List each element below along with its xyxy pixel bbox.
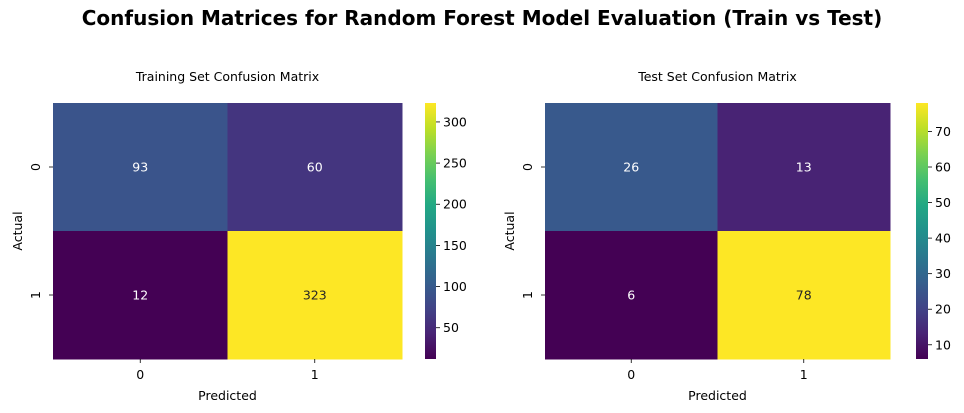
colorbar-tick-label: 20 bbox=[935, 302, 951, 317]
y-tick-label: 1 bbox=[28, 291, 43, 299]
colorbar-tick-label: 70 bbox=[935, 124, 951, 139]
x-axis-label: Predicted bbox=[198, 388, 257, 403]
panel-title: Test Set Confusion Matrix bbox=[637, 69, 797, 84]
heatmap-cell bbox=[717, 103, 891, 232]
y-tick-label: 1 bbox=[520, 291, 535, 299]
heatmap-cell bbox=[53, 103, 228, 232]
y-axis-label: Actual bbox=[502, 211, 517, 250]
colorbar-tick-label: 30 bbox=[935, 266, 951, 281]
x-tick-label: 1 bbox=[311, 367, 319, 382]
colorbar-tick-label: 200 bbox=[443, 197, 467, 212]
cell-value-label: 6 bbox=[627, 288, 635, 303]
heatmap-cell bbox=[227, 103, 403, 232]
cell-value-label: 60 bbox=[307, 160, 323, 175]
colorbar-tick-label: 10 bbox=[935, 337, 951, 352]
cell-value-label: 78 bbox=[796, 288, 812, 303]
x-tick-label: 1 bbox=[800, 367, 808, 382]
colorbar-tick-label: 50 bbox=[443, 320, 459, 335]
colorbar-tick-label: 40 bbox=[935, 231, 951, 246]
heatmap-panel-train: Training Set Confusion Matrix 93 60 12 323 0 1… bbox=[10, 69, 467, 403]
panel-title: Training Set Confusion Matrix bbox=[135, 69, 319, 84]
cell-value-label: 93 bbox=[132, 160, 148, 175]
y-tick-label: 0 bbox=[520, 163, 535, 171]
cell-value-label: 323 bbox=[303, 288, 327, 303]
x-tick-label: 0 bbox=[136, 367, 144, 382]
heatmap-cell bbox=[53, 231, 228, 360]
heatmap-cell bbox=[717, 231, 891, 360]
colorbar-tick-label: 50 bbox=[935, 195, 951, 210]
colorbar-tick-label: 60 bbox=[935, 160, 951, 175]
cell-value-label: 26 bbox=[623, 160, 639, 175]
cell-value-label: 13 bbox=[796, 160, 812, 175]
colorbar-tick-label: 100 bbox=[443, 279, 467, 294]
colorbar bbox=[916, 103, 928, 359]
colorbar-tick-label: 150 bbox=[443, 238, 467, 253]
x-axis-label: Predicted bbox=[688, 388, 747, 403]
heatmap-cell bbox=[545, 103, 718, 232]
y-tick-label: 0 bbox=[28, 163, 43, 171]
x-tick-label: 0 bbox=[627, 367, 635, 382]
colorbar-tick-label: 300 bbox=[443, 114, 467, 129]
figure-title: Confusion Matrices for Random Forest Mod… bbox=[81, 6, 883, 30]
heatmap-cell bbox=[545, 231, 718, 360]
heatmap-cell bbox=[227, 231, 403, 360]
cell-value-label: 12 bbox=[132, 288, 148, 303]
y-axis-label: Actual bbox=[10, 211, 25, 250]
colorbar-tick-label: 250 bbox=[443, 156, 467, 171]
colorbar bbox=[425, 103, 436, 359]
